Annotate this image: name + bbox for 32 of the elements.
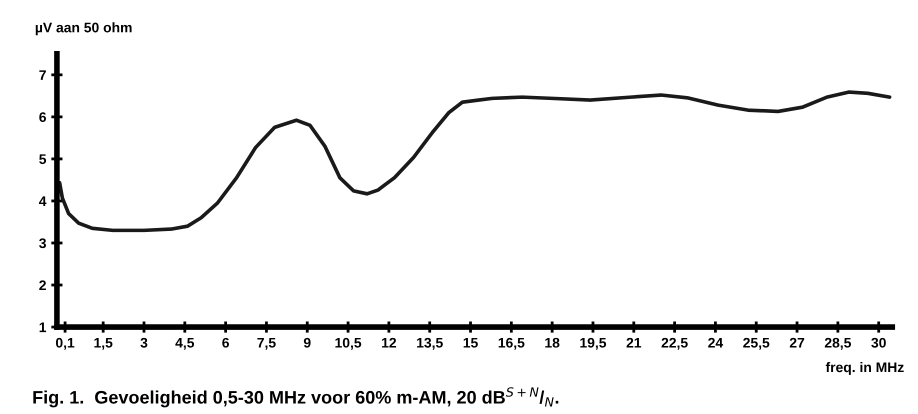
line-series: [58, 90, 892, 232]
x-tick-label: 21: [626, 338, 642, 348]
y-tick-label: 1: [40, 322, 46, 332]
x-tick-label: 13,5: [417, 338, 443, 350]
x-tick-label: 15: [464, 338, 478, 348]
y-tick-label: 4: [38, 196, 46, 206]
y-tick-label: 7: [39, 70, 46, 80]
x-tick-label: 19,5: [580, 338, 606, 350]
x-tick-label: 1,5: [94, 338, 112, 350]
x-tick-label: 3: [140, 338, 148, 348]
y-tick-label: 2: [39, 280, 46, 290]
x-tick-label: 12: [382, 338, 396, 348]
x-tick-label: 24: [708, 338, 724, 348]
x-tick-label: 18: [545, 338, 560, 348]
y-tick-label: 6: [39, 112, 46, 122]
x-tick-label: 7,5: [257, 338, 276, 350]
x-tick-label: 0,1: [56, 338, 74, 350]
x-tick-label: 28,5: [824, 338, 852, 350]
text: Fig. 1. Gevoeligheid 0,5-30 MHz voor 60% m-AM, 20 dB$^{S+N}$/$_{N}$.: [33, 387, 558, 408]
y-tick-label: 3: [39, 238, 46, 248]
x-tick-label: 9: [304, 338, 311, 348]
x-tick-label: 27: [790, 338, 804, 348]
x-tick-label: 6: [222, 338, 229, 348]
x-tick-label: 10,5: [335, 338, 362, 350]
x-tick-label: 4,5: [175, 338, 194, 350]
x-tick-label: 30: [871, 338, 886, 348]
y-axis-title: µV aan 50 ohm: [36, 22, 132, 36]
x-tick-label: 16,5: [498, 338, 524, 350]
x-axis-title: freq. in MHz: [826, 362, 904, 375]
x-tick-label: 22,5: [662, 338, 688, 350]
y-tick-label: 5: [39, 154, 46, 164]
x-tick-label: 25,5: [743, 338, 770, 350]
